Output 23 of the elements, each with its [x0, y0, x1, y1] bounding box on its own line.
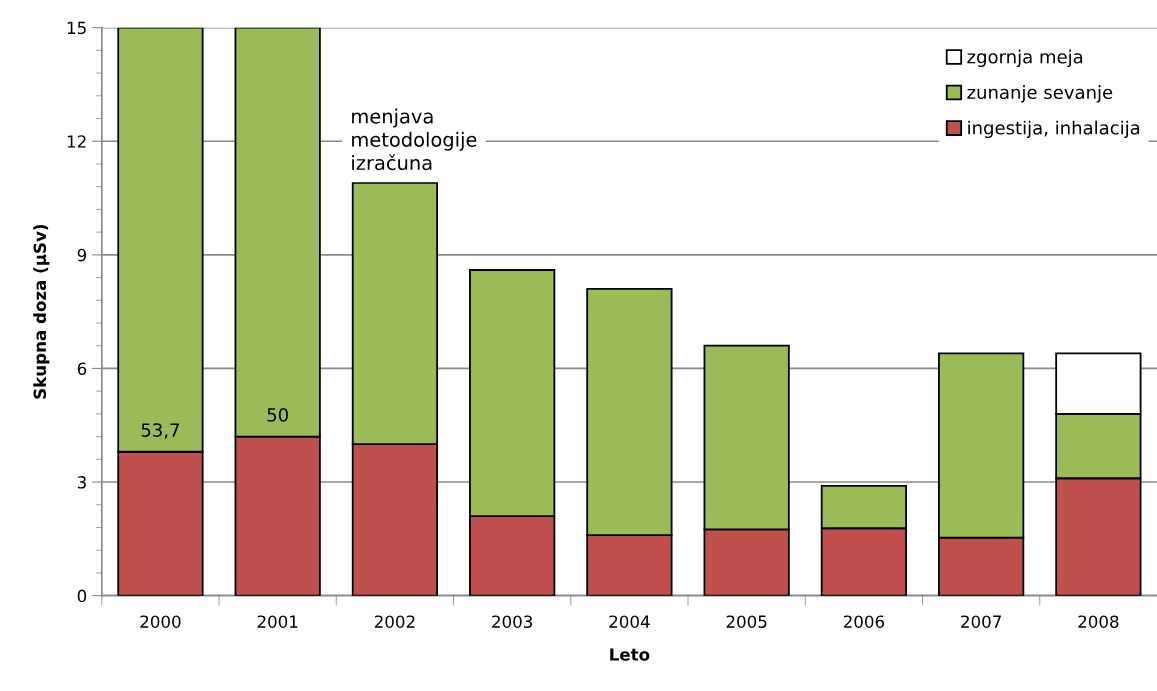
y-axis-title: Skupna doza (µSv) — [33, 224, 50, 399]
x-tick-label: 2007 — [961, 615, 1001, 628]
x-tick-label: 2003 — [492, 615, 533, 628]
legend-label: zunanje sevanje — [967, 85, 1113, 103]
x-tick-label: 2006 — [843, 615, 885, 628]
x-axis-title: Leto — [610, 648, 650, 661]
annotation: 50 — [267, 408, 288, 422]
y-tick-label: 6 — [77, 362, 87, 376]
legend-label: ingestija, inhalacija — [968, 120, 1140, 139]
y-tick-label: 15 — [67, 21, 86, 35]
legend-label: zgornja meja — [967, 49, 1083, 68]
x-tick-label: 2001 — [257, 615, 298, 628]
x-tick-label: 2000 — [140, 615, 181, 628]
y-tick-label: 0 — [77, 589, 87, 603]
x-tick-label: 2005 — [726, 615, 767, 628]
y-tick-label: 9 — [77, 248, 87, 262]
y-tick-label: 12 — [67, 135, 86, 148]
x-tick-label: 2008 — [1078, 615, 1119, 628]
y-tick-label: 3 — [77, 476, 86, 489]
x-tick-label: 2002 — [374, 615, 415, 628]
annotation: 53,7 — [141, 423, 179, 439]
annotation: menjava metodologije izračuna — [352, 108, 477, 171]
x-tick-label: 2004 — [609, 615, 650, 628]
